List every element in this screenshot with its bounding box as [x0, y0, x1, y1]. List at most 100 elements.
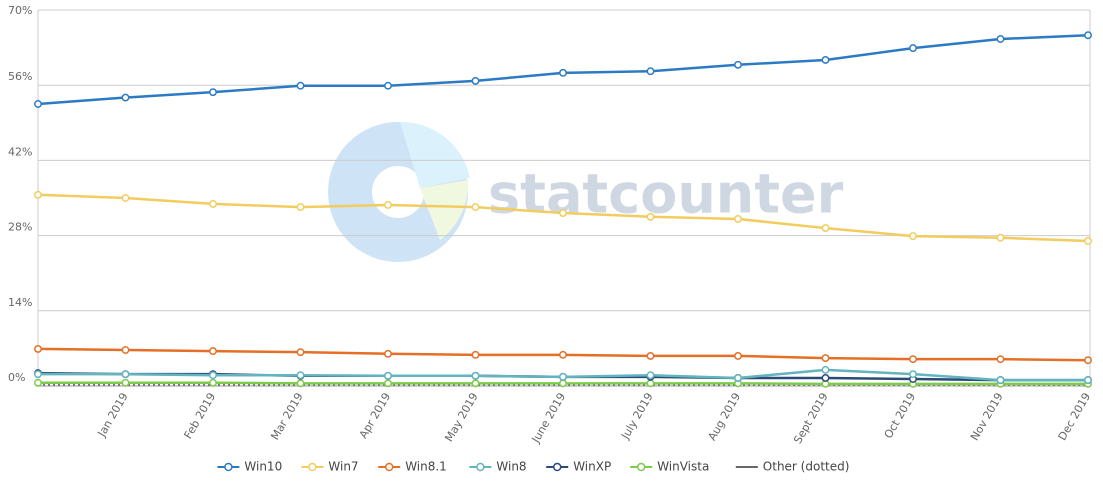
- x-tick-label: May 2019: [442, 391, 480, 444]
- data-point: [471, 371, 480, 380]
- data-point: [296, 81, 305, 90]
- data-point: [209, 199, 217, 208]
- data-point: [559, 68, 567, 77]
- data-point: [559, 350, 567, 359]
- data-point: [384, 349, 392, 358]
- legend-marker: [636, 462, 646, 472]
- data-point: [471, 76, 480, 85]
- data-point: [34, 370, 42, 379]
- data-point: [646, 351, 655, 360]
- data-point: [209, 378, 217, 387]
- data-point: [996, 35, 1005, 43]
- x-tick-label: Jan 2019: [95, 391, 131, 440]
- legend-label: WinVista: [657, 460, 709, 474]
- data-point: [646, 212, 655, 221]
- data-point: [821, 224, 830, 233]
- logo-slice: [420, 180, 469, 240]
- data-point: [121, 346, 130, 354]
- y-tick-label: 42%: [8, 145, 32, 158]
- legend-item: Win7: [301, 460, 359, 474]
- series-group: [34, 31, 1092, 388]
- legend-label: WinXP: [573, 460, 611, 474]
- legend: Win10 Win7 Win8.1 Win8 WinXP WinVista Other (d…: [217, 460, 849, 474]
- data-point: [384, 81, 392, 90]
- data-point: [471, 203, 480, 212]
- data-point: [646, 371, 655, 380]
- legend-item: Win8: [469, 460, 527, 474]
- data-point: [121, 194, 130, 202]
- data-point: [121, 370, 130, 379]
- x-tick-label: Nov 2019: [968, 391, 1006, 443]
- data-point: [559, 379, 567, 388]
- data-point: [821, 56, 830, 64]
- x-tick-label: Apr 2019: [357, 391, 394, 441]
- y-tick-label: 56%: [8, 70, 32, 83]
- data-point: [121, 93, 130, 102]
- data-point: [646, 379, 655, 388]
- logo-slice: [400, 121, 470, 188]
- data-point: [296, 379, 305, 388]
- y-tick-label: 28%: [8, 221, 32, 234]
- data-point: [1084, 237, 1092, 245]
- data-point: [909, 44, 917, 53]
- legend-item: WinXP: [546, 460, 611, 474]
- data-point: [384, 201, 392, 209]
- data-point: [734, 351, 742, 360]
- data-point: [909, 355, 917, 364]
- legend-label: Win8: [496, 460, 526, 474]
- data-point: [559, 209, 567, 217]
- x-tick-label: Mar 2019: [268, 391, 305, 443]
- data-point: [209, 88, 217, 97]
- legend-label: Win7: [328, 460, 358, 474]
- data-point: [34, 190, 42, 199]
- legend-item: Other (dotted): [735, 460, 850, 474]
- legend-marker: [224, 462, 233, 472]
- data-point: [996, 355, 1005, 364]
- legend-label: Other (dotted): [763, 460, 850, 474]
- x-tick-label: June 2019: [529, 391, 568, 446]
- data-point: [209, 347, 217, 356]
- data-point: [909, 232, 917, 241]
- legend-item: WinVista: [630, 460, 709, 474]
- data-point: [34, 100, 42, 108]
- data-point: [734, 60, 742, 69]
- data-point: [909, 370, 917, 379]
- y-tick-label: 70%: [8, 4, 32, 17]
- x-tick-label: Aug 2019: [705, 391, 743, 443]
- data-point: [34, 344, 42, 353]
- data-point: [384, 371, 392, 380]
- data-point: [996, 376, 1005, 385]
- legend-item: Win8.1: [378, 460, 447, 474]
- data-point: [1084, 376, 1092, 385]
- x-tick-label: Oct 2019: [882, 391, 919, 441]
- data-point: [384, 379, 392, 388]
- data-point: [646, 67, 655, 76]
- data-point: [1084, 31, 1092, 40]
- data-point: [559, 372, 567, 381]
- data-point: [821, 373, 830, 382]
- data-point: [1084, 356, 1092, 365]
- logo-hole: [376, 170, 420, 214]
- x-tick-label: Feb 2019: [181, 391, 218, 442]
- data-point: [996, 233, 1005, 242]
- x-tick-label: July 2019: [618, 391, 655, 443]
- data-point: [734, 373, 742, 382]
- legend-label: Win8.1: [405, 460, 447, 474]
- legend-marker: [476, 462, 485, 472]
- data-point: [734, 214, 742, 223]
- legend-marker: [552, 462, 562, 472]
- data-point: [296, 371, 305, 380]
- data-point: [121, 378, 130, 387]
- data-point: [296, 203, 305, 212]
- legend-label: Win10: [244, 460, 282, 474]
- data-point: [34, 378, 42, 387]
- data-point: [296, 348, 305, 357]
- y-tick-label: 0%: [8, 371, 25, 384]
- data-point: [471, 379, 480, 388]
- legend-marker: [384, 462, 394, 472]
- x-tick-label: Dec 2019: [1056, 391, 1094, 443]
- data-point: [821, 365, 830, 374]
- data-point: [209, 371, 217, 380]
- data-point: [821, 354, 830, 363]
